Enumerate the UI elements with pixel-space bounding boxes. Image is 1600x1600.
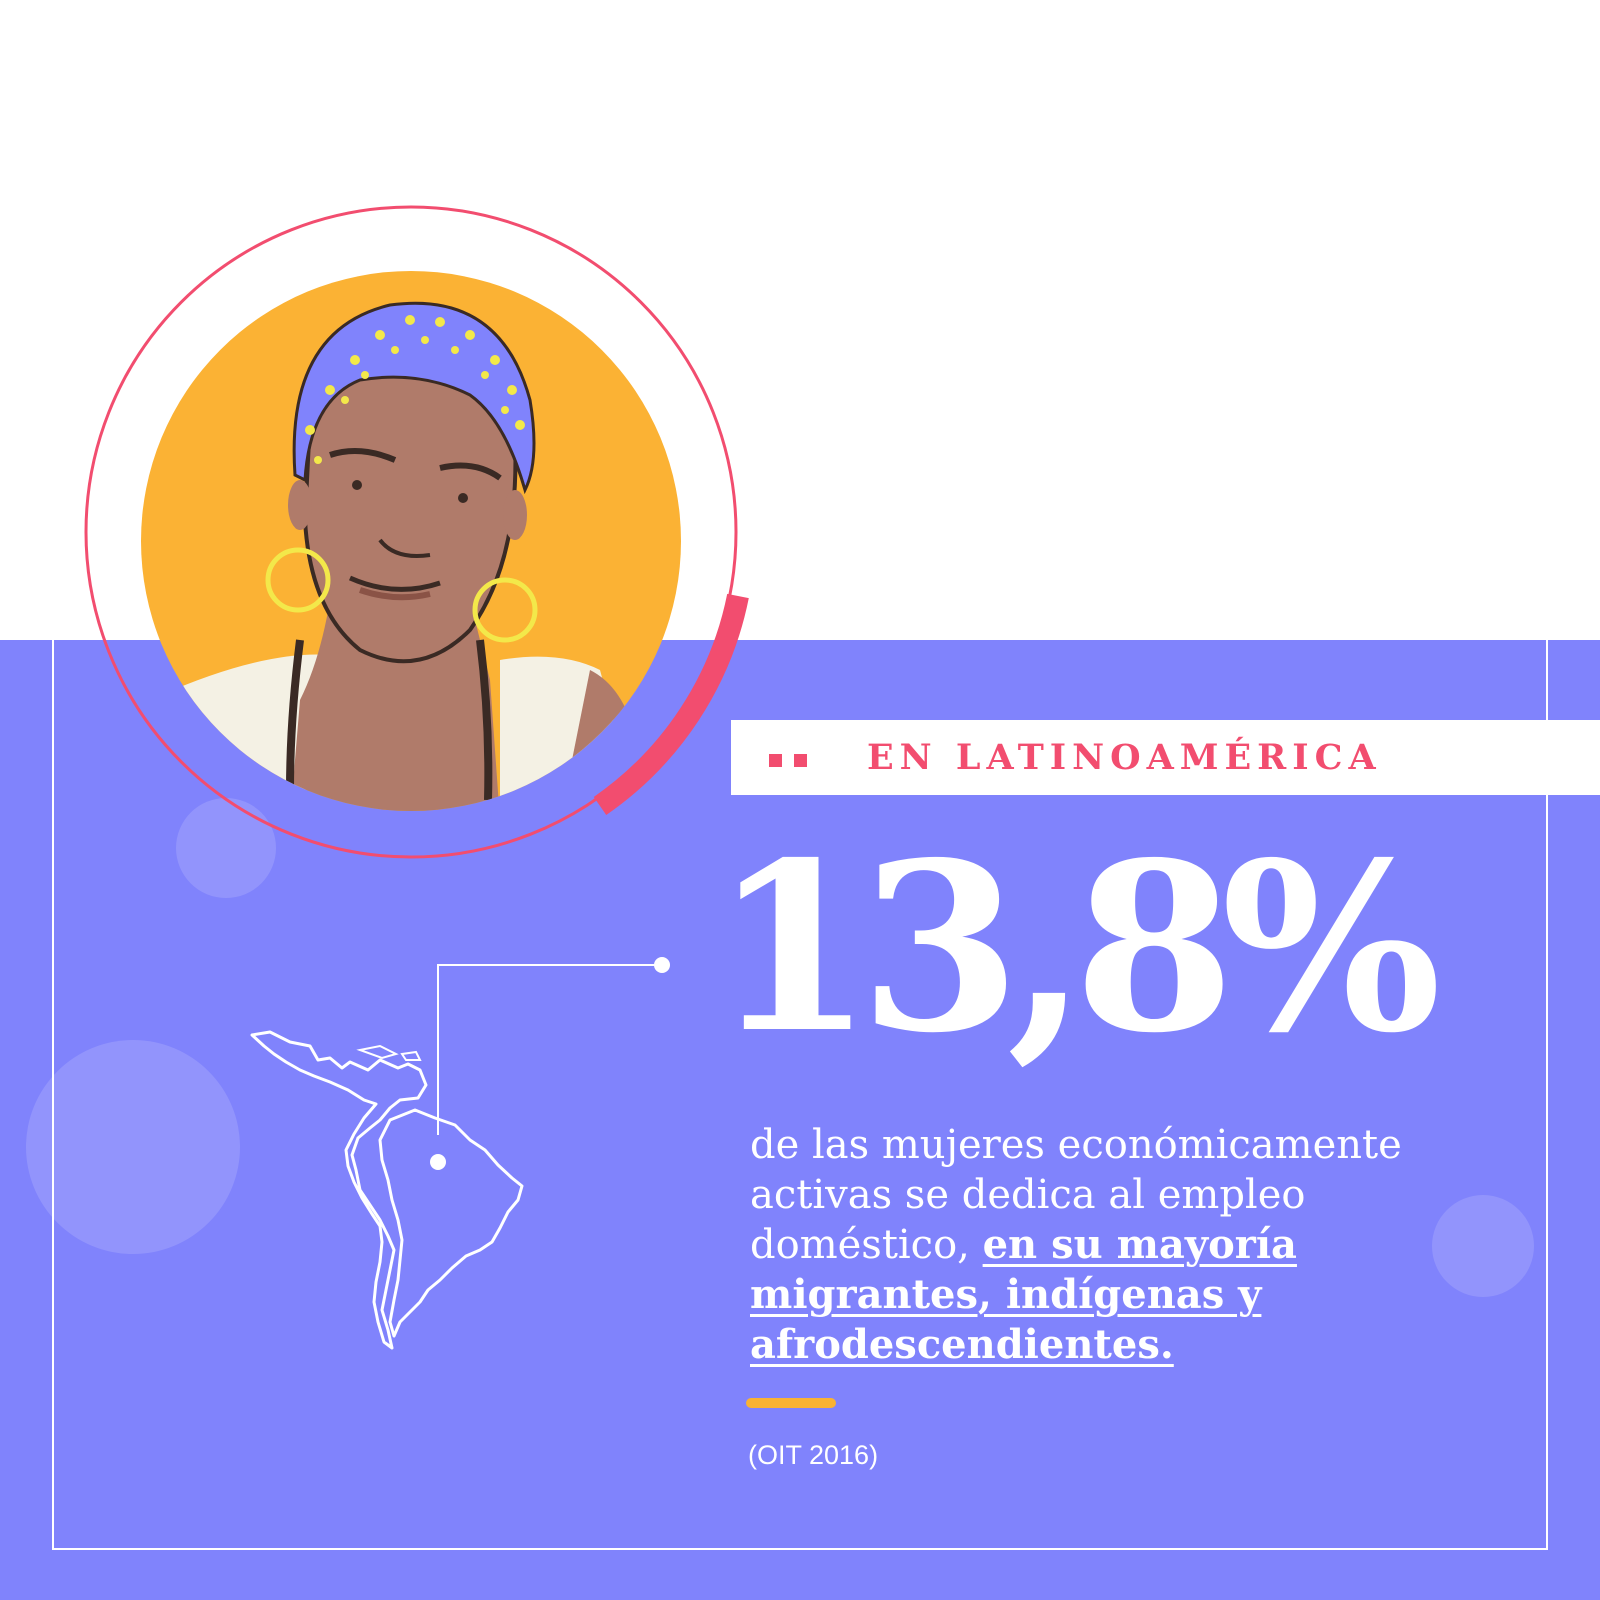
statistic-value: 13,8% [712, 811, 1441, 1084]
description-highlight: en su mayoría migrantes, indígenas y afr… [750, 1221, 1297, 1368]
portrait-arc-accent [593, 593, 749, 816]
portrait-illustration [84, 205, 749, 859]
decorative-circle-large [26, 1040, 240, 1254]
statistic-description: de las mujeres económicamente activas se… [750, 1120, 1450, 1370]
section-title-bar: EN LATINOAMÉRICA [731, 720, 1600, 795]
content-panel [0, 640, 1600, 1600]
panel-frame [52, 640, 1548, 1550]
accent-divider [746, 1398, 836, 1408]
section-title: EN LATINOAMÉRICA [867, 737, 1382, 778]
title-square-icon [769, 754, 782, 767]
latin-america-map-icon [250, 957, 670, 1350]
source-citation: (OIT 2016) [748, 1440, 879, 1470]
decorative-circle-small [176, 798, 276, 898]
title-square-icon [794, 754, 807, 767]
description-text: de las mujeres económicamente activas se… [750, 1122, 1402, 1268]
decorative-circle-right [1432, 1195, 1534, 1297]
portrait-ring [84, 205, 738, 859]
